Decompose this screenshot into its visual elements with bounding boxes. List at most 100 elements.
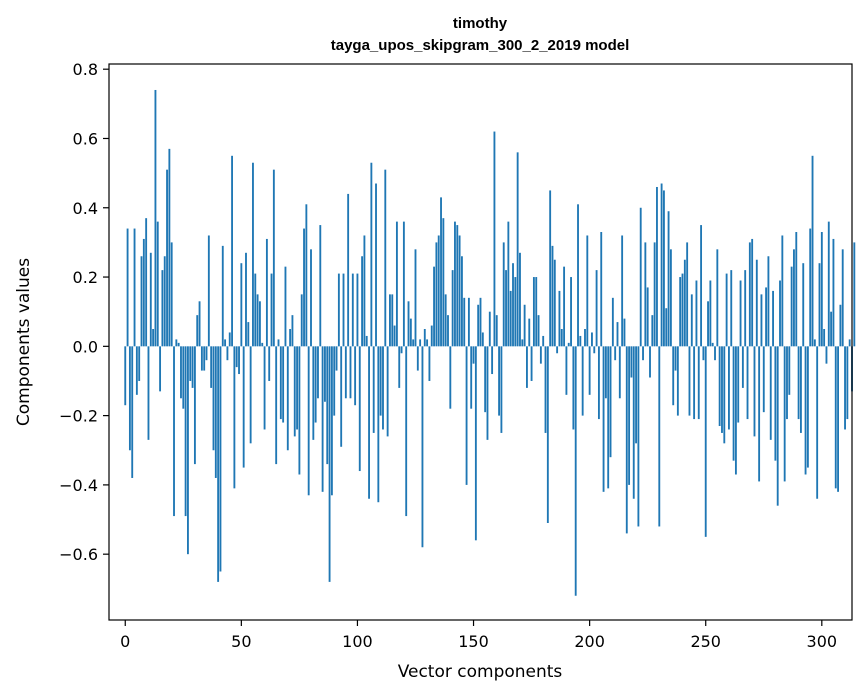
bar-component-217 <box>628 346 631 485</box>
bar-component-154 <box>481 332 484 347</box>
bar-component-123 <box>409 318 412 347</box>
bar-component-298 <box>816 346 819 499</box>
bar-component-212 <box>616 322 619 347</box>
bar-component-207 <box>604 346 607 399</box>
bar-component-263 <box>734 346 737 475</box>
bar-component-303 <box>827 221 830 347</box>
bar-component-44 <box>226 346 229 361</box>
bar-component-10 <box>147 346 150 440</box>
x-tick-label: 300 <box>807 632 838 651</box>
bar-component-80 <box>310 249 312 347</box>
y-tick-label: 0.8 <box>73 60 98 79</box>
x-tick-label: 50 <box>231 632 251 651</box>
bar-component-251 <box>707 301 709 347</box>
bar-component-52 <box>245 252 247 347</box>
bar-component-144 <box>458 235 461 347</box>
bar-component-39 <box>214 346 217 478</box>
y-tick-label: 0.0 <box>73 337 98 356</box>
bar-component-85 <box>321 346 324 492</box>
bar-component-276 <box>765 287 768 347</box>
bar-component-181 <box>544 346 547 433</box>
bar-component-2 <box>128 346 131 451</box>
bar-component-239 <box>679 277 682 347</box>
y-axis: −0.6 −0.4 −0.2 0.0 0.2 0.4 0.6 0.8 <box>59 60 109 564</box>
bar-component-195 <box>577 204 579 347</box>
bar-component-162 <box>500 346 503 433</box>
bar-component-38 <box>212 346 215 451</box>
bar-component-312 <box>848 339 851 347</box>
x-axis-label: Vector components <box>398 662 563 682</box>
bar-component-249 <box>702 346 705 361</box>
bar-component-145 <box>461 256 463 347</box>
bar-component-152 <box>477 304 480 347</box>
bar-component-300 <box>820 232 823 347</box>
bar-component-125 <box>414 249 417 347</box>
bar-component-187 <box>558 290 561 347</box>
bar-component-15 <box>159 346 162 392</box>
bar-component-26 <box>184 346 187 517</box>
bar-component-156 <box>486 346 489 440</box>
bar-component-57 <box>256 294 259 347</box>
bar-component-208 <box>607 346 610 489</box>
bar-component-185 <box>553 259 556 347</box>
bar-component-237 <box>674 346 677 371</box>
bar-component-61 <box>265 238 268 347</box>
bar-component-196 <box>579 335 582 347</box>
bar-component-54 <box>249 346 252 444</box>
bar-component-90 <box>333 346 336 416</box>
bar-component-158 <box>491 346 494 375</box>
bar-component-73 <box>293 346 296 437</box>
bar-component-220 <box>635 346 637 444</box>
bar-component-306 <box>834 346 837 489</box>
bar-component-102 <box>361 256 364 347</box>
bar-component-160 <box>495 315 498 347</box>
bar-component-281 <box>776 346 779 506</box>
plot-frame <box>108 63 853 621</box>
bar-component-112 <box>384 169 387 347</box>
bar-component-155 <box>484 346 487 413</box>
bar-component-33 <box>200 346 203 371</box>
bar-component-272 <box>755 259 758 347</box>
bar-component-175 <box>530 346 533 381</box>
bars-group <box>124 89 856 596</box>
bar-component-216 <box>625 346 628 534</box>
x-tick-label: 150 <box>458 632 489 651</box>
bar-component-232 <box>663 190 665 347</box>
bar-component-127 <box>419 339 422 347</box>
bar-component-3 <box>131 346 134 478</box>
bar-component-50 <box>240 263 243 347</box>
bar-component-264 <box>737 346 740 423</box>
bar-component-230 <box>658 346 661 527</box>
bar-component-95 <box>344 346 347 399</box>
bar-component-110 <box>379 346 382 416</box>
bar-component-29 <box>191 346 194 388</box>
bar-component-302 <box>825 346 828 364</box>
bar-component-290 <box>797 346 800 420</box>
bar-component-186 <box>556 346 559 354</box>
bar-component-118 <box>398 346 401 388</box>
bar-component-215 <box>623 318 626 347</box>
bar-component-258 <box>723 346 726 444</box>
bar-component-78 <box>305 204 308 347</box>
bar-component-295 <box>809 228 812 347</box>
bar-component-202 <box>593 346 596 354</box>
bar-component-63 <box>270 273 273 347</box>
bar-component-203 <box>595 270 598 347</box>
bar-component-274 <box>760 294 763 347</box>
bar-component-109 <box>377 346 380 503</box>
bar-component-51 <box>242 346 245 468</box>
bar-component-225 <box>646 287 649 347</box>
bar-component-182 <box>546 346 549 523</box>
bar-component-294 <box>806 346 809 468</box>
bar-component-111 <box>382 346 384 430</box>
bar-component-173 <box>526 346 528 388</box>
bar-component-183 <box>549 190 552 347</box>
bar-component-159 <box>493 131 496 347</box>
bar-component-6 <box>138 346 141 381</box>
bar-component-273 <box>758 346 761 482</box>
bar-component-126 <box>416 346 419 371</box>
bar-component-41 <box>219 346 222 572</box>
bar-component-297 <box>813 339 816 347</box>
bar-component-62 <box>268 346 271 381</box>
